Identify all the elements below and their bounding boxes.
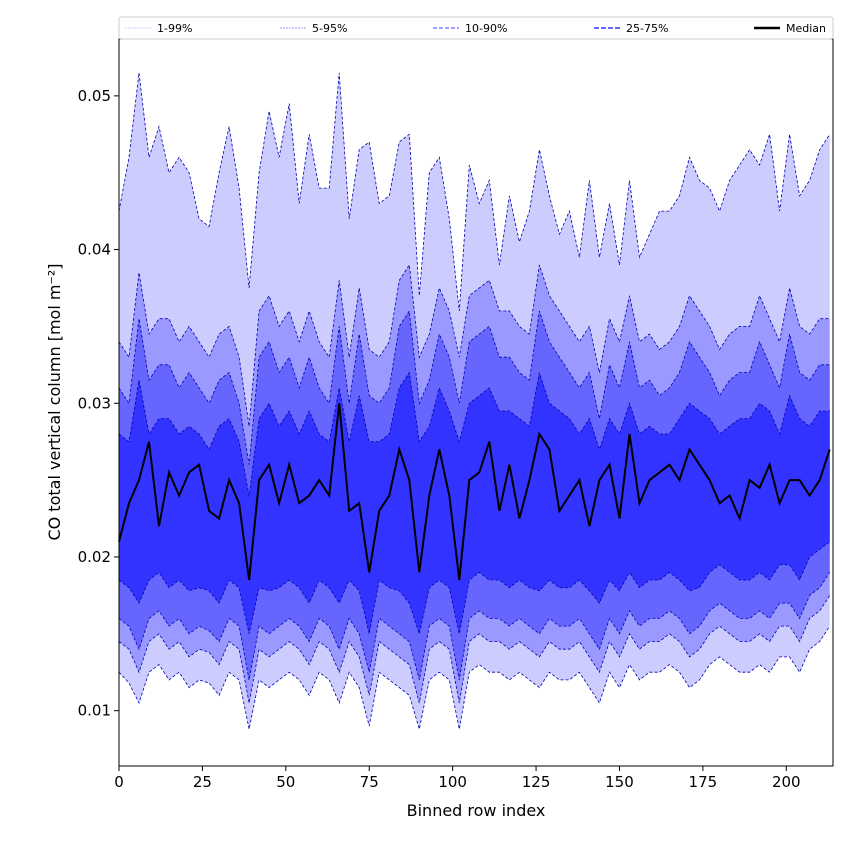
legend-label: Median	[786, 22, 826, 35]
x-tick-label: 25	[193, 773, 212, 791]
y-tick-label: 0.05	[78, 87, 111, 105]
band-25-75pct	[119, 372, 830, 634]
legend-label: 1-99%	[157, 22, 192, 35]
median-line	[118, 403, 831, 581]
band-lower-edge	[118, 625, 831, 730]
legend-box	[118, 16, 834, 40]
x-tick-label: 125	[522, 773, 551, 791]
x-tick-label: 200	[772, 773, 801, 791]
band-upper-edge	[118, 72, 831, 312]
x-tick-label: 75	[360, 773, 379, 791]
band-lower-edge	[118, 572, 831, 681]
x-tick-label: 100	[438, 773, 467, 791]
y-axis-ticks: 0.01 0.02 0.03 0.04 0.05	[78, 87, 119, 720]
y-tick-label: 0.03	[78, 394, 111, 412]
x-tick-label: 0	[114, 773, 124, 791]
x-tick-label: 150	[605, 773, 634, 791]
x-tick-label: 175	[689, 773, 718, 791]
legend-label: 10-90%	[465, 22, 507, 35]
legend-label: 5-95%	[312, 22, 347, 35]
x-axis-ticks: 0 25 50 75 100 125 150 175 200	[114, 766, 801, 791]
plot-area	[118, 72, 831, 730]
y-tick-label: 0.01	[78, 702, 111, 720]
legend: 1-99% 5-95% 10-90% 25-75% Median	[118, 16, 834, 40]
y-axis-label: CO total vertical column [mol m⁻²]	[45, 263, 64, 540]
x-tick-label: 50	[276, 773, 295, 791]
y-tick-label: 0.02	[78, 548, 111, 566]
x-axis-label: Binned row index	[407, 801, 546, 820]
band-lower-edge	[118, 595, 831, 704]
legend-label: 25-75%	[626, 22, 668, 35]
band-lower-edge	[118, 541, 830, 636]
y-tick-label: 0.04	[78, 241, 111, 259]
